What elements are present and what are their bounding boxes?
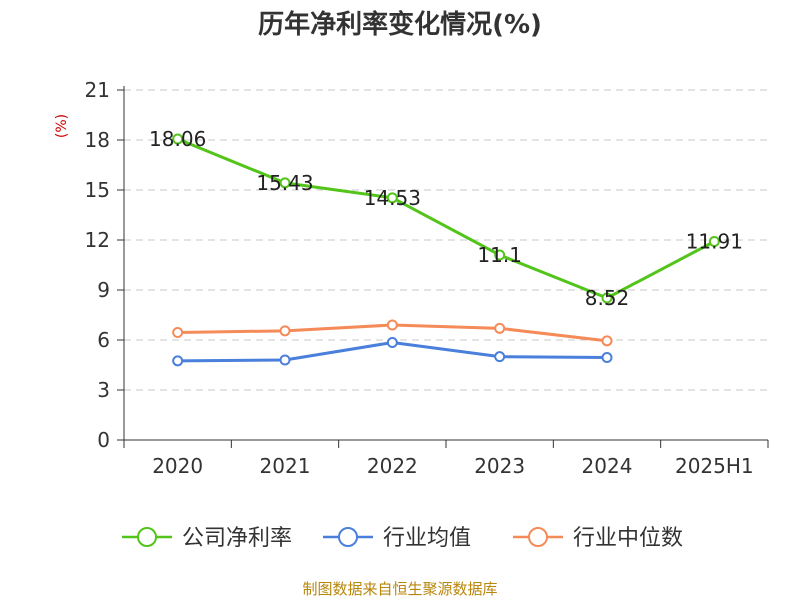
data-point [494, 249, 506, 261]
legend-marker [528, 527, 548, 547]
x-tick-label: 2023 [474, 454, 525, 478]
data-point [279, 354, 291, 366]
y-axis-unit: (%) [54, 114, 70, 138]
series-line [177, 137, 716, 300]
legend-label: 行业中位数 [573, 526, 683, 551]
y-tick-labels: 0 3 6 9 12 15 18 21 [85, 78, 110, 452]
x-tick-labels: 2020 2021 2022 2023 2024 2025H1 [152, 454, 753, 478]
y-tick-label: 6 [97, 328, 110, 352]
legend-item-3: 行业中位数 [513, 526, 683, 551]
data-label: 14.53 [364, 186, 421, 210]
y-tick-label: 18 [85, 128, 110, 152]
data-point [172, 133, 184, 145]
series-1: 18.06 15.43 14.53 11.1 8.52 11.91 [149, 127, 743, 310]
data-point [386, 337, 398, 348]
grid-lines [124, 89, 768, 391]
y-tick-label: 12 [85, 228, 110, 252]
data-point [386, 192, 398, 204]
y-tick-label: 15 [85, 178, 110, 202]
legend-item-2: 行业均值 [323, 526, 471, 551]
data-point [601, 335, 613, 347]
legend-item-1: 公司净利率 [122, 526, 292, 551]
y-tick-label: 9 [97, 278, 110, 302]
x-tick-label: 2021 [260, 454, 311, 478]
data-point [601, 352, 613, 363]
y-tick-label: 3 [97, 378, 110, 402]
y-tick-label: 21 [85, 78, 110, 102]
series-3 [172, 319, 613, 347]
data-point [494, 351, 506, 363]
legend-marker [137, 527, 157, 547]
series-group: 18.06 15.43 14.53 11.1 8.52 11.91 [149, 127, 743, 367]
data-point [279, 325, 291, 337]
y-tick-label: 0 [97, 428, 110, 452]
x-tick-label: 2024 [582, 454, 633, 478]
data-label: 11.91 [686, 230, 743, 254]
data-point [386, 319, 398, 331]
source-note: 制图数据来自恒生聚源数据库 [302, 580, 497, 598]
chart-title: 历年净利率变化情况(%) [258, 9, 542, 40]
legend-label: 公司净利率 [182, 526, 292, 551]
axes [117, 86, 769, 448]
legend-marker [338, 527, 358, 547]
legend: 公司净利率 行业均值 行业中位数 [122, 526, 683, 551]
data-point [279, 177, 291, 189]
data-label: 11.1 [477, 243, 522, 267]
data-point [494, 322, 506, 334]
data-point [172, 327, 184, 338]
data-label: 15.43 [256, 171, 313, 195]
data-label: 18.06 [149, 127, 206, 151]
x-tick-label: 2022 [367, 454, 418, 478]
data-label: 8.52 [585, 286, 630, 310]
legend-label: 行业均值 [383, 526, 471, 551]
x-tick-label: 2025H1 [675, 454, 754, 478]
x-tick-label: 2020 [152, 454, 203, 478]
series-2 [172, 337, 613, 367]
data-point [708, 236, 720, 247]
data-point [172, 355, 184, 367]
data-point [601, 292, 613, 304]
